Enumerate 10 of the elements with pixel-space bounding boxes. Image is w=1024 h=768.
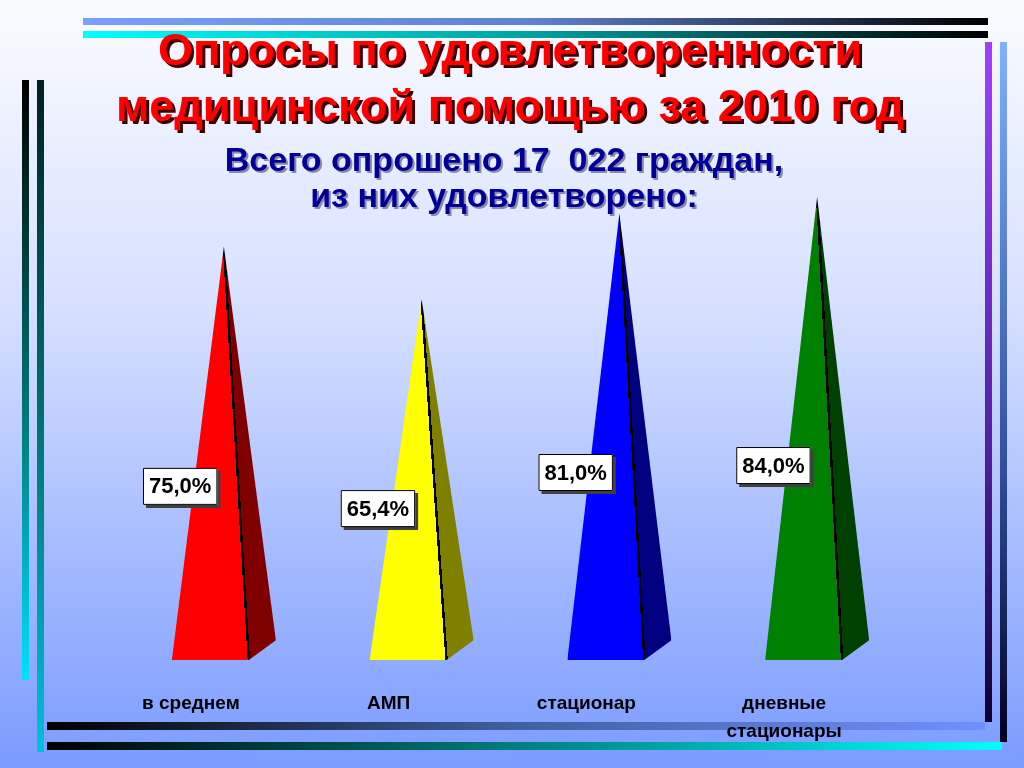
x-tick-label: в среднем [142,692,240,714]
x-tick-label: стационар [536,692,636,714]
data-label: 81,0% [544,459,607,485]
data-label: 84,0% [742,452,805,478]
x-tick-label: дневные стационары [726,692,842,741]
chart-subtitle: Всего опрошено 17 022 граждан, из них удовлетворено: [223,140,785,214]
data-label: 65,4% [346,495,410,521]
x-tick-label: АМП [367,692,411,714]
data-label: 75,0% [148,473,212,499]
chart-title: Опросы по удовлетворенности медицинской помощью за 2010 год [115,23,905,133]
